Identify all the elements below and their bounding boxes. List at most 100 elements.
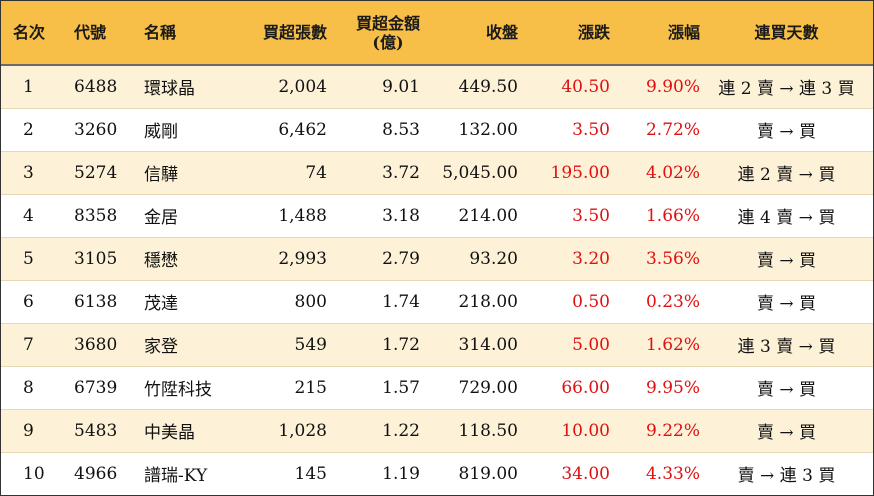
cell-amount: 1.19: [382, 463, 420, 484]
cell-close: 5,045.00: [420, 151, 518, 195]
cell-change: 40.50: [518, 65, 610, 109]
cell-close: 132.00: [420, 108, 518, 152]
cell-pct: 1.66%: [610, 194, 700, 238]
cell-lots: 2,993: [231, 237, 327, 281]
header-amount-line1: 買超金額: [355, 13, 420, 33]
cell-pct: 1.62%: [610, 323, 700, 367]
cell-name: 中美晶: [135, 409, 231, 453]
cell-code: 5483: [65, 409, 135, 453]
header-close: 收盤: [420, 1, 518, 66]
header-code: 代號: [65, 1, 135, 66]
cell-name: 金居: [135, 194, 231, 238]
cell-amount: 2.79: [327, 237, 420, 281]
cell-amount: 1.72: [327, 323, 420, 367]
table-row: 3 5274 信驊 74 3.72 5,045.00 195.00 4.02% 連 2 賣 → …: [1, 151, 873, 195]
cell-rank: 3: [1, 151, 65, 195]
cell-lots: 215: [231, 366, 327, 410]
cell-change: 34.00: [561, 463, 610, 484]
table-body: 1 6488 環球晶 2,004 9.01 449.50 40.50 9.90% 連 2 賣 →…: [1, 65, 873, 495]
cell-code: 3105: [65, 237, 135, 281]
cell-name: 竹陞科技: [135, 366, 231, 410]
header-streak: 連買天數: [700, 1, 873, 66]
header-rank: 名次: [1, 1, 65, 66]
cell-lots: 1,488: [231, 194, 327, 238]
cell-name: 家登: [135, 323, 231, 367]
cell-code: 3680: [65, 323, 135, 367]
header-amount-line2: (億): [372, 32, 404, 52]
cell-code: 6488: [65, 65, 135, 109]
cell-change: 3.50: [518, 108, 610, 152]
cell-change: 3.50: [518, 194, 610, 238]
cell-name: 譜瑞-KY: [144, 466, 208, 487]
cell-streak: 賣 → 連 3 買: [737, 466, 836, 487]
cell-streak: 連 2 賣 → 買: [700, 151, 873, 195]
table-row: 4 8358 金居 1,488 3.18 214.00 3.50 1.66% 連 4 賣 → 買: [1, 194, 873, 238]
cell-close: 729.00: [420, 366, 518, 410]
cell-streak: 賣 → 買: [700, 366, 873, 410]
cell-code: 6138: [65, 280, 135, 324]
cell-close: 819.00: [458, 463, 518, 484]
cell-change: 5.00: [518, 323, 610, 367]
cell-amount: 3.72: [327, 151, 420, 195]
cell-amount: 9.01: [327, 65, 420, 109]
cell-code: 6739: [65, 366, 135, 410]
cell-close: 218.00: [420, 280, 518, 324]
cell-change: 3.20: [518, 237, 610, 281]
cell-lots: 549: [231, 323, 327, 367]
header-amount: 買超金額 (億): [327, 1, 420, 66]
cell-code: 8358: [65, 194, 135, 238]
cell-pct: 4.33%: [645, 463, 700, 484]
header-change: 漲跌: [518, 1, 610, 66]
cell-lots: 800: [231, 280, 327, 324]
table-row: 8 6739 竹陞科技 215 1.57 729.00 66.00 9.95% 賣 → 買: [1, 366, 873, 410]
cell-streak: 賣 → 買: [700, 409, 873, 453]
cell-rank: 9: [1, 409, 65, 453]
cell-close: 93.20: [420, 237, 518, 281]
cell-name: 茂達: [135, 280, 231, 324]
cell-amount: 1.57: [327, 366, 420, 410]
header-row: 名次 代號 名稱 買超張數 買超金額 (億) 收盤 漲跌 漲幅 連買天數: [1, 1, 873, 66]
cell-lots: 145: [294, 463, 327, 484]
cell-name: 信驊: [135, 151, 231, 195]
cell-rank: 6: [1, 280, 65, 324]
cell-code: 3260: [65, 108, 135, 152]
cell-rank: 7: [1, 323, 65, 367]
table-row: 5 3105 穩懋 2,993 2.79 93.20 3.20 3.56% 賣 → 買: [1, 237, 873, 281]
cell-change: 10.00: [518, 409, 610, 453]
cell-amount: 1.74: [327, 280, 420, 324]
cell-streak: 連 2 賣 → 連 3 買: [700, 65, 873, 109]
header-lots: 買超張數: [231, 1, 327, 66]
cell-code: 4966: [74, 463, 118, 484]
cell-streak: 連 4 賣 → 買: [700, 194, 873, 238]
table-row: 10 4966 譜瑞-KY 145 1.19 819.00 34.00 4.33% 賣 → 連 …: [1, 452, 873, 495]
cell-pct: 4.02%: [610, 151, 700, 195]
cell-close: 314.00: [420, 323, 518, 367]
cell-close: 214.00: [420, 194, 518, 238]
cell-streak: 賣 → 買: [700, 280, 873, 324]
cell-name: 威剛: [135, 108, 231, 152]
cell-change: 195.00: [518, 151, 610, 195]
cell-streak: 連 3 賣 → 買: [700, 323, 873, 367]
table-row: 9 5483 中美晶 1,028 1.22 118.50 10.00 9.22% 賣 → 買: [1, 409, 873, 453]
cell-lots: 2,004: [231, 65, 327, 109]
cell-rank: 2: [1, 108, 65, 152]
cell-change: 66.00: [518, 366, 610, 410]
cell-lots: 1,028: [231, 409, 327, 453]
cell-change: 0.50: [518, 280, 610, 324]
cell-close: 449.50: [420, 65, 518, 109]
cell-streak: 賣 → 買: [700, 108, 873, 152]
cell-name: 環球晶: [135, 65, 231, 109]
cell-rank: 8: [1, 366, 65, 410]
cell-close: 118.50: [420, 409, 518, 453]
cell-rank: 4: [1, 194, 65, 238]
cell-rank: 10: [23, 463, 45, 484]
cell-lots: 6,462: [231, 108, 327, 152]
cell-amount: 8.53: [327, 108, 420, 152]
cell-rank: 5: [1, 237, 65, 281]
cell-streak: 賣 → 買: [700, 237, 873, 281]
table-row: 1 6488 環球晶 2,004 9.01 449.50 40.50 9.90% 連 2 賣 →…: [1, 65, 873, 109]
cell-pct: 2.72%: [610, 108, 700, 152]
cell-pct: 9.90%: [610, 65, 700, 109]
